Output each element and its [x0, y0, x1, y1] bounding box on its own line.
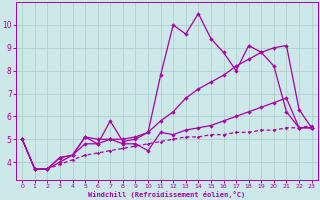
X-axis label: Windchill (Refroidissement éolien,°C): Windchill (Refroidissement éolien,°C)	[88, 191, 245, 198]
